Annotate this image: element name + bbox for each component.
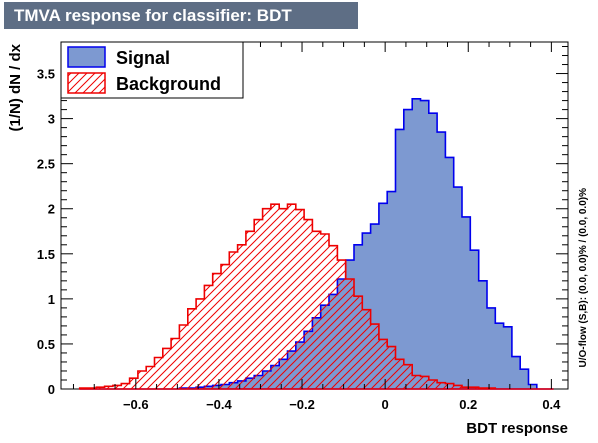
y-tick-label: 2 [48, 202, 55, 217]
x-tick-label: 0.2 [459, 397, 477, 412]
legend: Signal Background [60, 41, 244, 99]
chart-title: TMVA response for classifier: BDT [4, 2, 358, 29]
x-axis-title: BDT response [466, 420, 568, 437]
y-tick-label: 2.5 [37, 157, 55, 172]
legend-background-swatch [67, 72, 106, 94]
legend-signal-label: Signal [116, 48, 170, 68]
y-axis-title: (1/N) dN / dx [7, 43, 24, 131]
x-tick-label: −0.2 [289, 397, 315, 412]
x-tick-label: −0.4 [206, 397, 232, 412]
y-tick-label: 0 [48, 382, 55, 397]
legend-signal-swatch [67, 46, 106, 68]
y-tick-label: 1 [48, 292, 55, 307]
y-tick-label: 0.5 [37, 337, 55, 352]
background-histogram [78, 203, 554, 390]
x-tick-label: 0 [382, 397, 389, 412]
y-tick-label: 3 [48, 112, 55, 127]
legend-background-label: Background [116, 74, 221, 94]
overflow-note: U/O-flow (S,B): (0.0, 0.0)% / (0.0, 0.0)… [578, 188, 589, 368]
x-tick-label: −0.6 [123, 397, 149, 412]
y-tick-label: 3.5 [37, 67, 55, 82]
background-series [78, 203, 554, 390]
x-tick-label: 0.4 [542, 397, 561, 412]
y-tick-label: 1.5 [37, 247, 55, 262]
